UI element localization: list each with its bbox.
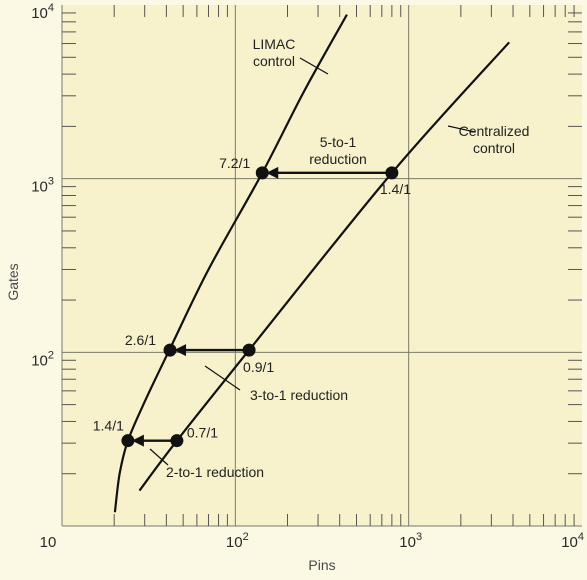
data-point-marker — [121, 434, 135, 448]
data-point-marker — [163, 343, 177, 357]
data-point-marker — [170, 434, 184, 448]
y-tick-label: 103 — [31, 176, 54, 196]
y-axis-title: Gates — [5, 263, 21, 300]
plot-area — [62, 5, 582, 526]
limac-control-curve — [113, 14, 348, 513]
reduction-label: 2-to-1 reduction — [166, 464, 264, 480]
ratio-label: 2.6/1 — [125, 332, 156, 348]
ratio-label: 7.2/1 — [219, 155, 250, 171]
y-tick-label: 104 — [31, 2, 54, 22]
ratio-label: 0.9/1 — [243, 359, 274, 375]
limac-control-label: LIMAC control — [253, 36, 296, 69]
reduction-label: 5-to-1 reduction — [309, 134, 367, 167]
x-tick-label: 103 — [399, 531, 422, 551]
data-point-marker — [385, 166, 399, 180]
axis-ticks — [62, 5, 582, 526]
x-tick-label: 10 — [40, 534, 57, 551]
x-tick-label: 104 — [561, 531, 584, 551]
ratio-label: 0.7/1 — [187, 425, 218, 441]
reduction-arrowhead — [131, 434, 144, 447]
ratio-label: 1.4/1 — [93, 418, 124, 434]
reduction-leader-line — [204, 365, 241, 391]
ratio-label: 1.4/1 — [380, 181, 411, 197]
series-leader-line — [447, 125, 476, 133]
data-point-marker — [242, 343, 256, 357]
chart-labels: 10 102 103 104 102 103 104 LIMAC control Centrali… — [31, 2, 584, 551]
x-axis-title: Pins — [308, 557, 335, 573]
reduction-arrowhead — [174, 344, 187, 357]
centralized-control-label: Centralized control — [459, 123, 530, 156]
x-tick-label: 102 — [226, 531, 249, 551]
y-tick-label: 102 — [31, 349, 54, 369]
reduction-arrowhead — [266, 166, 279, 179]
data-markers — [121, 166, 399, 448]
reduction-arrows — [131, 166, 392, 447]
reduction-label: 3-to-1 reduction — [250, 387, 348, 403]
data-point-marker — [255, 166, 269, 180]
grid-lines — [61, 5, 582, 527]
reduction-leader-line — [149, 448, 169, 466]
series-leader-line — [299, 57, 329, 75]
